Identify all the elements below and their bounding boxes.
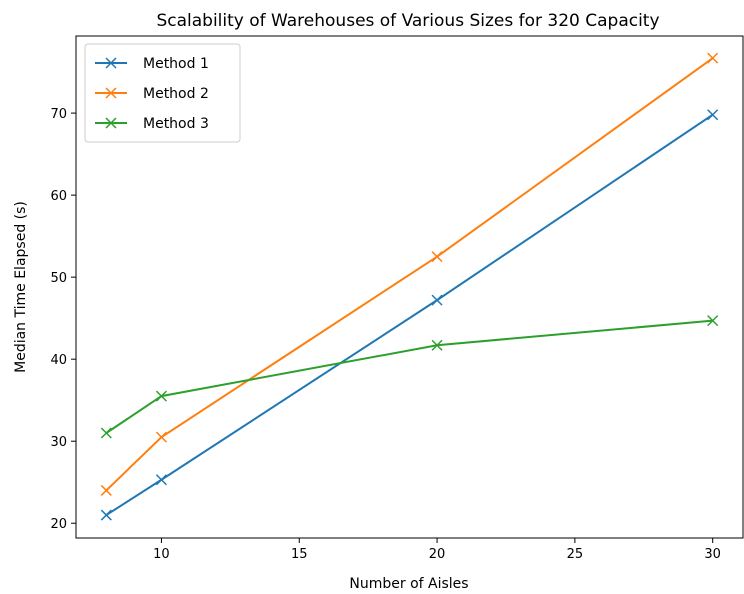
legend-item: Method 2 (95, 86, 209, 102)
x-axis: 10 15 20 25 30 (153, 538, 721, 562)
x-tick-label: 20 (429, 547, 446, 562)
legend-item: Method 1 (95, 56, 209, 72)
data-point-marker (707, 52, 719, 64)
legend-marker (105, 57, 117, 69)
legend-box (84, 43, 241, 143)
data-point-marker (431, 294, 443, 306)
y-axis-title: Median Time Elapsed (s) (13, 201, 29, 373)
series-method-1 (100, 109, 719, 521)
series-line (105, 319, 713, 434)
legend: Method 1 Method 2 Method 3 (84, 43, 241, 143)
x-axis-title: Number of Aisles (349, 576, 468, 592)
data-point-marker (431, 339, 443, 351)
y-tick-label: 60 (50, 189, 67, 204)
data-point-marker (100, 484, 112, 496)
legend-label: Method 2 (143, 86, 209, 102)
chart-title: Scalability of Warehouses of Various Siz… (156, 11, 659, 31)
y-tick-label: 40 (50, 353, 67, 368)
data-point-marker (155, 474, 167, 486)
legend-label: Method 3 (143, 116, 209, 132)
y-tick-label: 30 (50, 435, 67, 450)
y-tick-label: 50 (50, 271, 67, 286)
data-point-marker (707, 315, 719, 327)
data-point-marker (431, 251, 443, 263)
x-tick-label: 10 (153, 547, 170, 562)
x-tick-label: 25 (567, 547, 584, 562)
y-tick-label: 20 (50, 517, 67, 532)
legend-label: Method 1 (143, 56, 209, 72)
data-point-marker (155, 431, 167, 443)
y-axis: 20 30 40 50 60 70 (50, 107, 76, 532)
series-line (105, 113, 714, 516)
series-method-3 (100, 315, 719, 439)
legend-marker (105, 117, 117, 129)
data-point-marker (707, 109, 719, 121)
data-point-marker (100, 427, 112, 439)
series-method-2 (100, 52, 719, 496)
legend-marker (105, 87, 117, 99)
x-tick-label: 30 (704, 547, 721, 562)
y-tick-label: 70 (50, 107, 67, 122)
legend-item: Method 3 (95, 116, 209, 132)
x-tick-label: 15 (291, 547, 308, 562)
data-point-marker (100, 509, 112, 521)
series-layer (100, 52, 719, 521)
data-point-marker (155, 390, 167, 402)
series-line (105, 57, 714, 492)
